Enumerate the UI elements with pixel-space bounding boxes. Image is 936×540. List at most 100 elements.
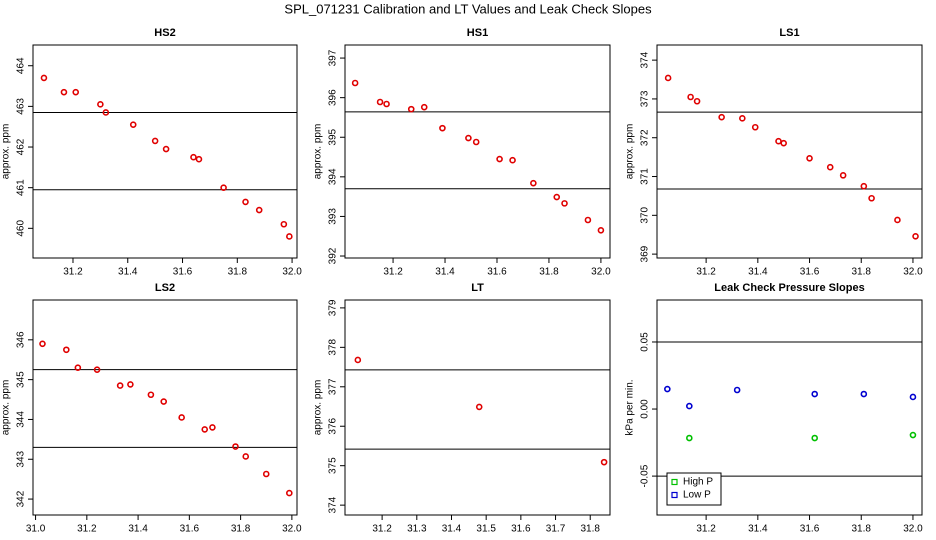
x-tick-label: 31.2 (372, 524, 392, 535)
point (407, 105, 415, 113)
x-tick-label: 31.4 (128, 524, 148, 535)
panel-title: HS2 (154, 27, 175, 39)
panel-title: LS2 (155, 282, 175, 294)
x-tick-label: 31.2 (696, 267, 716, 278)
point (280, 220, 288, 228)
y-tick-label: 0.00 (640, 399, 651, 419)
point (262, 470, 270, 478)
y-tick-label: 378 (328, 339, 339, 356)
x-tick-label: 31.2 (696, 524, 716, 535)
point (97, 101, 104, 108)
point (664, 74, 672, 82)
y-tick-label: 461 (16, 179, 27, 196)
y-tick-label: 370 (640, 207, 651, 224)
y-tick-label: 376 (328, 417, 339, 434)
y-tick-label: 379 (328, 299, 339, 316)
y-tick-label: 374 (640, 51, 651, 68)
point (806, 154, 813, 162)
x-tick-label: 31.4 (748, 524, 768, 535)
panel-title: HS1 (467, 27, 488, 39)
y-tick-label: 460 (16, 220, 27, 237)
point (162, 145, 170, 153)
point (664, 385, 671, 393)
point (129, 121, 137, 128)
x-tick-label: 31.0 (26, 524, 46, 535)
y-tick-label: 462 (16, 138, 27, 155)
x-tick-label: 31.4 (442, 524, 462, 535)
point (475, 403, 483, 411)
point (860, 390, 868, 398)
y-axis-label: approx. ppm (1, 124, 12, 180)
point (718, 113, 725, 121)
point (687, 93, 694, 101)
x-tick-label: 31.8 (852, 267, 872, 278)
y-tick-label: 344 (16, 411, 27, 428)
x-tick-label: 31.6 (487, 267, 507, 278)
point (383, 100, 390, 108)
point (93, 366, 101, 373)
y-axis-label: approx. ppm (625, 124, 636, 180)
point (354, 356, 362, 364)
x-tick-label: 32.0 (903, 267, 923, 278)
point (584, 216, 592, 224)
y-tick-label: 371 (640, 168, 651, 185)
point (242, 198, 249, 206)
y-axis-label: approx. ppm (313, 124, 324, 180)
point (496, 155, 503, 163)
point (780, 139, 787, 147)
y-tick-label: 464 (16, 57, 27, 74)
point (40, 74, 48, 82)
point (597, 226, 605, 234)
point (102, 109, 110, 116)
y-tick-label: 343 (16, 450, 27, 467)
y-tick-label: 369 (640, 245, 651, 262)
y-tick-label: 345 (16, 371, 27, 388)
y-tick-label: 392 (328, 247, 339, 264)
point (220, 184, 227, 191)
point (530, 179, 537, 187)
x-tick-label: 32.0 (282, 267, 302, 278)
point (63, 346, 70, 354)
point (860, 182, 868, 190)
plot-frame (656, 44, 923, 259)
y-axis-label: approx. ppm (1, 380, 12, 436)
point (255, 206, 263, 214)
legend-box (666, 472, 722, 506)
y-tick-label: 375 (328, 457, 339, 474)
point (74, 364, 82, 371)
point (376, 98, 384, 106)
point (912, 232, 919, 240)
point (693, 97, 701, 105)
figure-title: SPL_071231 Calibration and LT Values and… (284, 1, 652, 16)
point (894, 216, 901, 224)
y-axis-label: kPa per min. (625, 379, 636, 435)
point (190, 153, 197, 161)
point (600, 458, 608, 466)
x-tick-label: 31.7 (546, 524, 566, 535)
x-tick-label: 31.2 (383, 267, 403, 278)
y-tick-label: 397 (328, 49, 339, 66)
x-tick-label: 31.3 (407, 524, 427, 535)
legend-label: High P (683, 477, 713, 488)
point (178, 414, 185, 421)
x-tick-label: 31.2 (63, 267, 83, 278)
y-tick-label: -0.05 (640, 464, 651, 487)
x-tick-label: 31.6 (800, 524, 820, 535)
x-tick-label: 32.0 (282, 524, 302, 535)
point (811, 434, 819, 442)
point (127, 381, 134, 388)
panel-title: Leak Check Pressure Slopes (714, 282, 864, 294)
y-tick-label: 372 (640, 129, 651, 146)
point (39, 340, 46, 348)
x-tick-label: 31.6 (180, 524, 200, 535)
panel-title: LT (471, 282, 484, 294)
x-tick-label: 31.4 (435, 267, 455, 278)
x-tick-label: 31.2 (77, 524, 97, 535)
point (826, 163, 834, 171)
point (868, 194, 875, 202)
x-tick-label: 31.5 (476, 524, 496, 535)
point (420, 103, 428, 111)
point (286, 233, 293, 240)
